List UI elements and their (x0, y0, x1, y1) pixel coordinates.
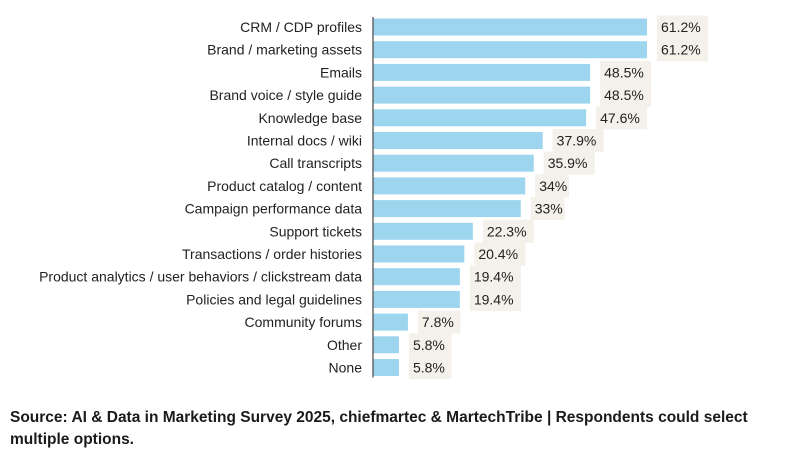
data-label-bg (535, 174, 570, 198)
data-label-bg (417, 310, 461, 334)
category-label: Product analytics / user behaviors / cli… (39, 269, 362, 285)
data-label: 19.4% (474, 269, 514, 285)
data-label: 47.6% (600, 110, 640, 126)
data-label-bg (474, 242, 526, 266)
bar (373, 359, 399, 376)
data-label: 7.8% (422, 314, 454, 330)
category-label: Product catalog / content (207, 178, 362, 194)
bar (373, 200, 521, 218)
data-label-bg (408, 356, 452, 379)
data-label: 19.4% (474, 291, 514, 307)
data-label: 22.3% (487, 223, 527, 239)
bar (373, 290, 460, 308)
bar (373, 132, 543, 149)
bar (373, 41, 647, 59)
category-label: Knowledge base (258, 110, 362, 126)
category-label: Community forums (245, 314, 362, 330)
category-label: Campaign performance data (185, 201, 363, 217)
bar (373, 245, 465, 263)
data-label-bg (469, 265, 521, 289)
category-label: Policies and legal guidelines (186, 291, 362, 307)
data-label-bg (482, 219, 534, 243)
category-label: CRM / CDP profiles (240, 19, 362, 35)
category-label: Transactions / order histories (182, 246, 362, 262)
data-label-bg (600, 60, 652, 84)
category-label: Brand / marketing assets (207, 42, 362, 58)
data-label-bg (657, 38, 708, 62)
data-label: 61.2% (661, 42, 701, 58)
data-label-bg (469, 287, 521, 311)
category-label: Support tickets (269, 223, 362, 239)
data-label-bg (530, 197, 565, 221)
data-label: 48.5% (604, 87, 644, 103)
data-label: 33% (535, 201, 563, 217)
bar (373, 268, 460, 286)
category-label: None (329, 360, 363, 376)
category-label: Emails (320, 64, 362, 80)
data-label: 5.8% (413, 360, 445, 376)
bar (373, 154, 534, 172)
bar (373, 18, 647, 36)
data-label-bg (596, 106, 648, 130)
bar-chart: CRM / CDP profiles 61.2% Brand / marketing… (39, 15, 708, 379)
data-label: 37.9% (557, 133, 597, 149)
bar (373, 86, 591, 104)
bar (373, 313, 408, 331)
data-label: 34% (539, 178, 567, 194)
data-label-bg (543, 151, 595, 175)
data-label: 5.8% (413, 337, 445, 353)
data-label-bg (600, 83, 652, 107)
category-label: Brand voice / style guide (209, 87, 362, 103)
data-label-bg (657, 15, 708, 39)
category-label: Internal docs / wiki (247, 133, 362, 149)
bar (373, 177, 526, 195)
data-label: 61.2% (661, 19, 701, 35)
bar (373, 222, 473, 240)
source-note: Source: AI & Data in Marketing Survey 20… (10, 409, 748, 448)
bar (373, 63, 591, 81)
data-label-bg (552, 129, 604, 152)
bar (373, 109, 587, 127)
data-label: 48.5% (604, 64, 644, 80)
data-label-bg (408, 333, 452, 357)
data-label: 35.9% (548, 155, 588, 171)
category-label: Other (327, 337, 362, 353)
data-label: 20.4% (478, 246, 518, 262)
bar (373, 336, 399, 354)
category-label: Call transcripts (269, 155, 362, 171)
